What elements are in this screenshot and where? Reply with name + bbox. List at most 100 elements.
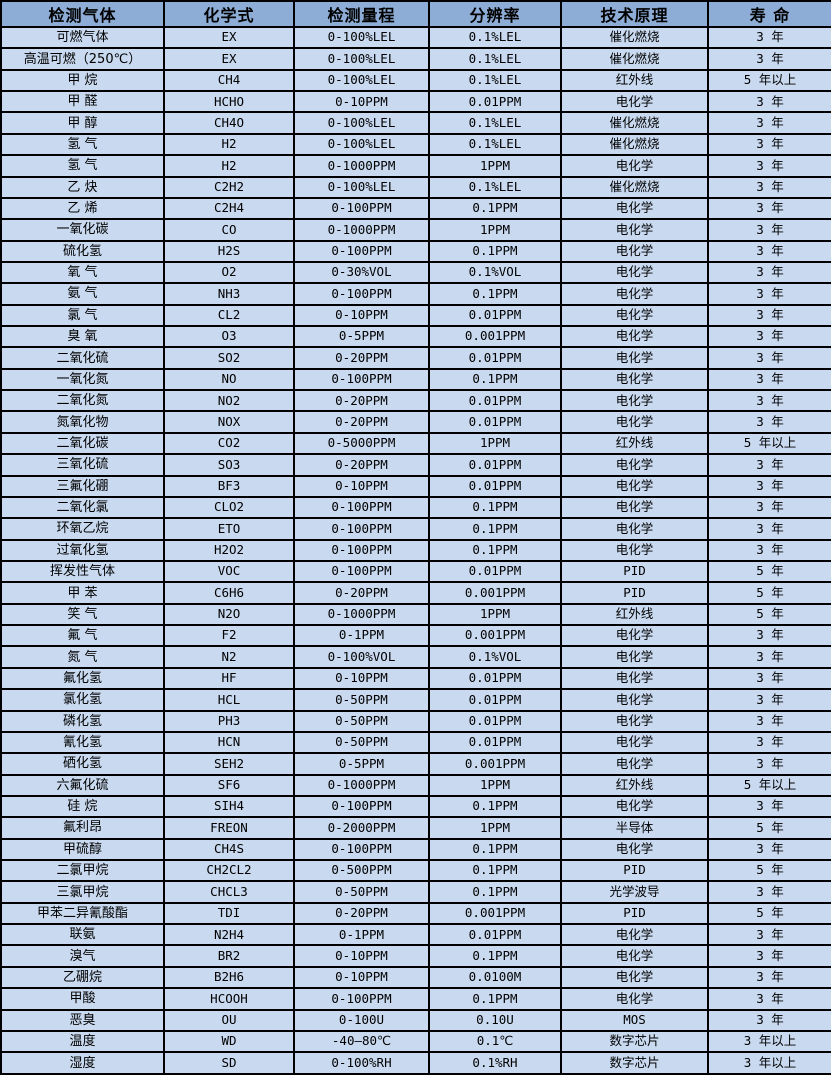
cell-lifespan: 3 年 (707, 495, 831, 520)
cell-range: 0-20PPM (293, 453, 430, 477)
cell-gas: 溴气 (0, 944, 165, 968)
cell-gas: 一氧化碳 (0, 218, 165, 242)
cell-formula: PH3 (163, 709, 295, 733)
table-row: 挥发性气体 VOC 0-100PPM 0.01PPM PID 5 年 (0, 559, 831, 584)
cell-lifespan: 3 年 (707, 965, 831, 990)
table-row: 氧 气 O2 0-30%VOL 0.1%VOL 电化学 3 年 (0, 260, 831, 285)
cell-principle: 电化学 (560, 965, 709, 990)
cell-gas: 可燃气体 (0, 25, 165, 50)
table-row: 环氧乙烷 ETO 0-100PPM 0.1PPM 电化学 3 年 (0, 517, 831, 541)
cell-lifespan: 3 年 (707, 325, 831, 349)
cell-gas: 氯 气 (0, 303, 165, 328)
table-row: 过氧化氢 H2O2 0-100PPM 0.1PPM 电化学 3 年 (0, 538, 831, 563)
cell-resolution: 0.001PPM (428, 325, 562, 349)
cell-gas: 氢 气 (0, 154, 165, 178)
cell-resolution: 0.01PPM (428, 923, 562, 947)
cell-lifespan: 3 年 (707, 837, 831, 862)
cell-range: 0-100PPM (293, 196, 430, 221)
cell-gas: 挥发性气体 (0, 559, 165, 584)
table-row: 甲 苯 C6H6 0-20PPM 0.001PPM PID 5 年 (0, 581, 831, 605)
cell-lifespan: 3 年 (707, 688, 831, 712)
cell-gas: 二氯甲烷 (0, 858, 165, 883)
cell-lifespan: 3 年 (707, 730, 831, 755)
header-cell: 寿 命 (707, 0, 831, 28)
table-row: 二氧化碳 CO2 0-5000PPM 1PPM 红外线 5 年以上 (0, 431, 831, 456)
cell-resolution: 0.1PPM (428, 367, 562, 392)
cell-formula: HCL (163, 688, 295, 712)
cell-principle: 电化学 (560, 325, 709, 349)
cell-principle: 电化学 (560, 90, 709, 114)
table-row: 硒化氢 SEH2 0-5PPM 0.001PPM 电化学 3 年 (0, 752, 831, 776)
cell-principle: 电化学 (560, 260, 709, 285)
cell-lifespan: 3 年 (707, 218, 831, 242)
cell-lifespan: 3 年 (707, 987, 831, 1011)
cell-resolution: 0.001PPM (428, 901, 562, 926)
cell-formula: O3 (163, 325, 295, 349)
cell-range: 0-10PPM (293, 303, 430, 328)
cell-principle: 电化学 (560, 218, 709, 242)
cell-resolution: 0.01PPM (428, 389, 562, 413)
cell-range: 0-100%LEL (293, 111, 430, 135)
cell-resolution: 0.1%VOL (428, 260, 562, 285)
table-row: 臭 氧 O3 0-5PPM 0.001PPM 电化学 3 年 (0, 325, 831, 349)
cell-range: 0-30%VOL (293, 260, 430, 285)
cell-resolution: 0.1%LEL (428, 68, 562, 93)
cell-resolution: 0.0100M (428, 965, 562, 990)
table-row: 甲硫醇 CH4S 0-100PPM 0.1PPM 电化学 3 年 (0, 837, 831, 862)
table-row: 氰化氢 HCN 0-50PPM 0.01PPM 电化学 3 年 (0, 730, 831, 755)
cell-principle: 红外线 (560, 602, 709, 627)
cell-formula: CH4 (163, 68, 295, 93)
cell-gas: 乙 炔 (0, 175, 165, 199)
table-row: 笑 气 N2O 0-1000PPM 1PPM 红外线 5 年 (0, 602, 831, 627)
cell-range: 0-5000PPM (293, 431, 430, 456)
cell-resolution: 0.10U (428, 1008, 562, 1032)
cell-principle: PID (560, 858, 709, 883)
cell-gas: 甲硫醇 (0, 837, 165, 862)
cell-formula: C2H2 (163, 175, 295, 199)
cell-formula: CH4O (163, 111, 295, 135)
cell-gas: 三氟化硼 (0, 474, 165, 498)
table-row: 甲 烷 CH4 0-100%LEL 0.1%LEL 红外线 5 年以上 (0, 68, 831, 93)
table-row: 温度 WD -40—80℃ 0.1℃ 数字芯片 3 年以上 (0, 1029, 831, 1054)
cell-lifespan: 3 年 (707, 175, 831, 199)
cell-resolution: 0.01PPM (428, 709, 562, 733)
table-row: 氢 气 H2 0-100%LEL 0.1%LEL 催化燃烧 3 年 (0, 132, 831, 157)
cell-range: 0-1PPM (293, 923, 430, 947)
cell-principle: 电化学 (560, 154, 709, 178)
cell-gas: 三氧化硫 (0, 453, 165, 477)
cell-formula: C6H6 (163, 581, 295, 605)
cell-resolution: 0.1%LEL (428, 47, 562, 71)
cell-lifespan: 3 年 (707, 923, 831, 947)
cell-principle: 红外线 (560, 431, 709, 456)
cell-formula: SD (163, 1051, 295, 1075)
cell-formula: O2 (163, 260, 295, 285)
cell-range: 0-1PPM (293, 624, 430, 648)
cell-principle: 电化学 (560, 730, 709, 755)
cell-range: 0-100%LEL (293, 25, 430, 50)
cell-range: 0-20PPM (293, 389, 430, 413)
cell-gas: 氢 气 (0, 132, 165, 157)
cell-formula: NH3 (163, 282, 295, 306)
table-row: 一氧化碳 CO 0-1000PPM 1PPM 电化学 3 年 (0, 218, 831, 242)
cell-gas: 过氧化氢 (0, 538, 165, 563)
table-row: 磷化氢 PH3 0-50PPM 0.01PPM 电化学 3 年 (0, 709, 831, 733)
cell-principle: 电化学 (560, 346, 709, 370)
cell-gas: 温度 (0, 1029, 165, 1054)
table-row: 可燃气体 EX 0-100%LEL 0.1%LEL 催化燃烧 3 年 (0, 25, 831, 50)
cell-resolution: 0.1%RH (428, 1051, 562, 1075)
cell-formula: NO2 (163, 389, 295, 413)
cell-principle: 电化学 (560, 645, 709, 669)
cell-lifespan: 5 年以上 (707, 431, 831, 456)
cell-principle: 光学波导 (560, 880, 709, 904)
cell-principle: 电化学 (560, 688, 709, 712)
header-cell: 技术原理 (560, 0, 709, 28)
cell-range: 0-100PPM (293, 794, 430, 819)
cell-lifespan: 5 年 (707, 581, 831, 605)
cell-resolution: 1PPM (428, 816, 562, 840)
cell-range: 0-50PPM (293, 709, 430, 733)
cell-resolution: 0.1%LEL (428, 25, 562, 50)
cell-range: 0-20PPM (293, 581, 430, 605)
cell-lifespan: 3 年 (707, 47, 831, 71)
header-cell: 检测量程 (293, 0, 430, 28)
cell-formula: HF (163, 666, 295, 691)
